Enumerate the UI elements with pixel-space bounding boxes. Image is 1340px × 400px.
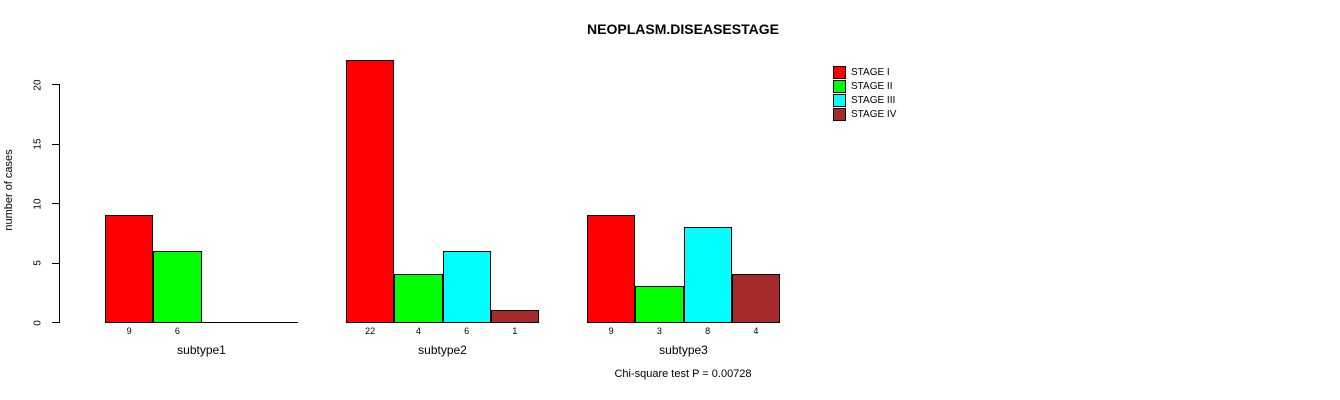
bar-value-label: 6 <box>174 326 180 336</box>
y-tick-label: 0 <box>32 319 44 326</box>
bar-stage-iv-subtype2 <box>490 310 539 323</box>
legend-row: STAGE I <box>833 66 896 79</box>
y-axis-label: number of cases <box>3 149 15 231</box>
legend-row: STAGE IV <box>833 108 896 121</box>
bar-value-label: 1 <box>512 326 518 336</box>
y-tick <box>52 143 59 145</box>
chi-square-annotation: Chi-square test P = 0.00728 <box>614 368 752 380</box>
group-label: subtype1 <box>177 343 226 357</box>
legend-label: STAGE I <box>851 67 890 78</box>
y-axis-line <box>59 84 60 323</box>
legend-row: STAGE II <box>833 80 896 93</box>
bar-stage-ii-subtype3 <box>635 286 684 323</box>
chart-title: NEOPLASM.DISEASESTAGE <box>587 21 779 37</box>
legend-row: STAGE III <box>833 94 896 107</box>
bar-stage-i-subtype3 <box>587 214 636 323</box>
bar-stage-iii-subtype3 <box>683 226 732 323</box>
group-label: subtype2 <box>418 343 467 357</box>
bar-value-label: 4 <box>415 326 421 336</box>
group-baseline <box>105 322 298 323</box>
y-tick-label: 5 <box>32 260 44 266</box>
legend-label: STAGE III <box>851 95 896 106</box>
bar-stage-iv-subtype3 <box>731 274 780 323</box>
legend-label: STAGE IV <box>851 109 897 120</box>
bar-value-label: 9 <box>126 326 132 336</box>
y-tick <box>52 322 59 323</box>
bar-stage-ii-subtype2 <box>394 274 443 323</box>
legend-label: STAGE II <box>851 81 893 92</box>
legend-swatch-stage-iii <box>833 94 846 107</box>
bar-stage-iii-subtype2 <box>442 250 491 323</box>
legend-swatch-stage-iv <box>833 108 846 121</box>
bar-value-label: 6 <box>464 326 470 336</box>
bar-value-label: 4 <box>753 326 759 336</box>
bar-stage-i-subtype2 <box>346 60 395 323</box>
y-tick-label: 10 <box>32 197 44 210</box>
bar-value-label: 22 <box>365 326 376 336</box>
y-tick <box>52 203 59 204</box>
bar-value-label: 9 <box>608 326 614 336</box>
legend-swatch-stage-i <box>833 66 846 79</box>
bar-stage-i-subtype1 <box>105 214 154 323</box>
bar-value-label: 3 <box>656 326 662 336</box>
group-label: subtype3 <box>659 343 708 357</box>
legend: STAGE I STAGE II STAGE III STAGE IV <box>833 66 896 122</box>
y-tick-label: 15 <box>32 138 44 150</box>
y-tick-label: 20 <box>32 78 44 91</box>
bar-stage-ii-subtype1 <box>153 250 202 323</box>
y-tick <box>52 262 59 264</box>
y-tick <box>52 84 59 85</box>
bar-value-label: 8 <box>705 326 711 336</box>
legend-swatch-stage-ii <box>833 80 846 93</box>
